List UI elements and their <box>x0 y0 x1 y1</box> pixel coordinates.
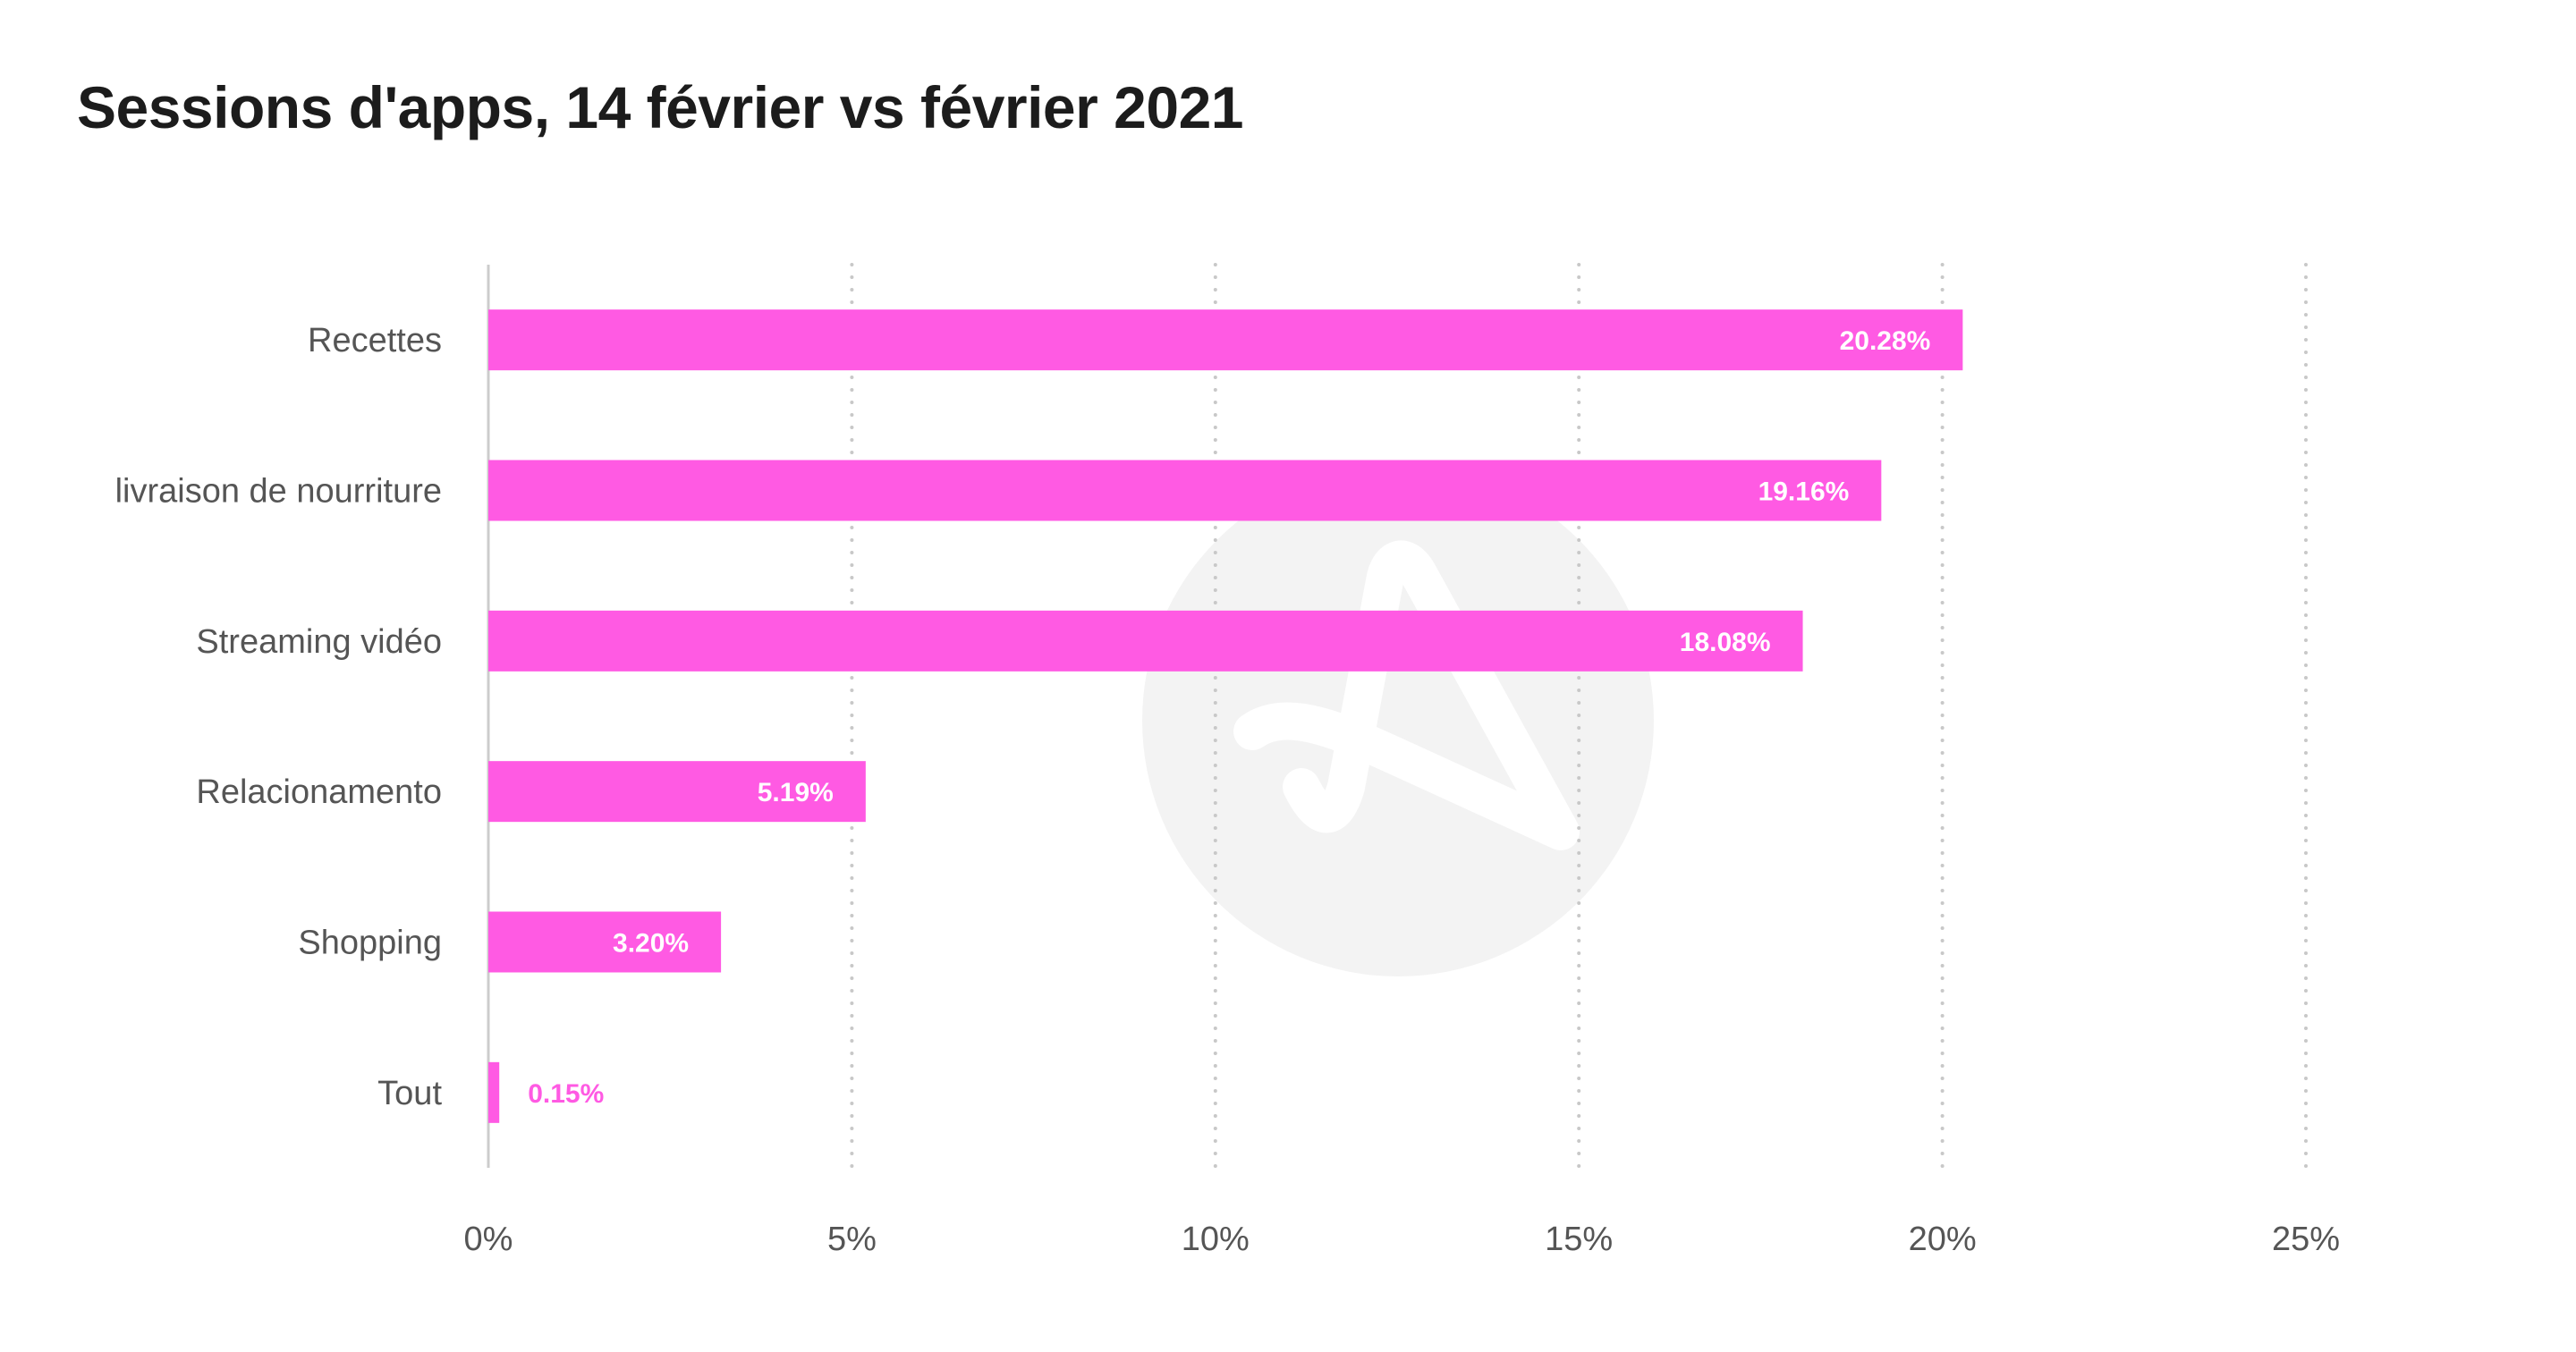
x-tick-label: 10% <box>1182 1221 1250 1258</box>
value-label: 5.19% <box>758 778 834 807</box>
category-label: Relacionamento <box>196 773 442 811</box>
category-label: Shopping <box>298 925 442 962</box>
value-label: 20.28% <box>1840 326 1931 356</box>
bar <box>488 460 1882 521</box>
bar <box>488 309 1963 371</box>
chart-title: Sessions d'apps, 14 février vs février 2… <box>77 74 1243 140</box>
category-label: Recettes <box>308 322 442 359</box>
value-label: 3.20% <box>613 929 689 959</box>
category-label: livraison de nourriture <box>115 473 442 511</box>
category-label: Tout <box>377 1075 442 1112</box>
value-label: 18.08% <box>1680 628 1771 657</box>
x-tick-label: 15% <box>1545 1221 1613 1258</box>
x-tick-label: 5% <box>827 1221 877 1258</box>
value-label: 19.16% <box>1758 477 1850 507</box>
x-tick-label: 25% <box>2272 1221 2340 1258</box>
watermark-logo <box>1142 465 1654 976</box>
bar <box>488 1061 500 1123</box>
bar <box>488 610 1803 672</box>
bar <box>488 911 722 973</box>
value-label: 0.15% <box>528 1079 604 1109</box>
category-label: Streaming vidéo <box>196 623 442 661</box>
bar <box>488 761 866 823</box>
x-tick-label: 0% <box>464 1221 513 1258</box>
x-tick-label: 20% <box>1909 1221 1977 1258</box>
